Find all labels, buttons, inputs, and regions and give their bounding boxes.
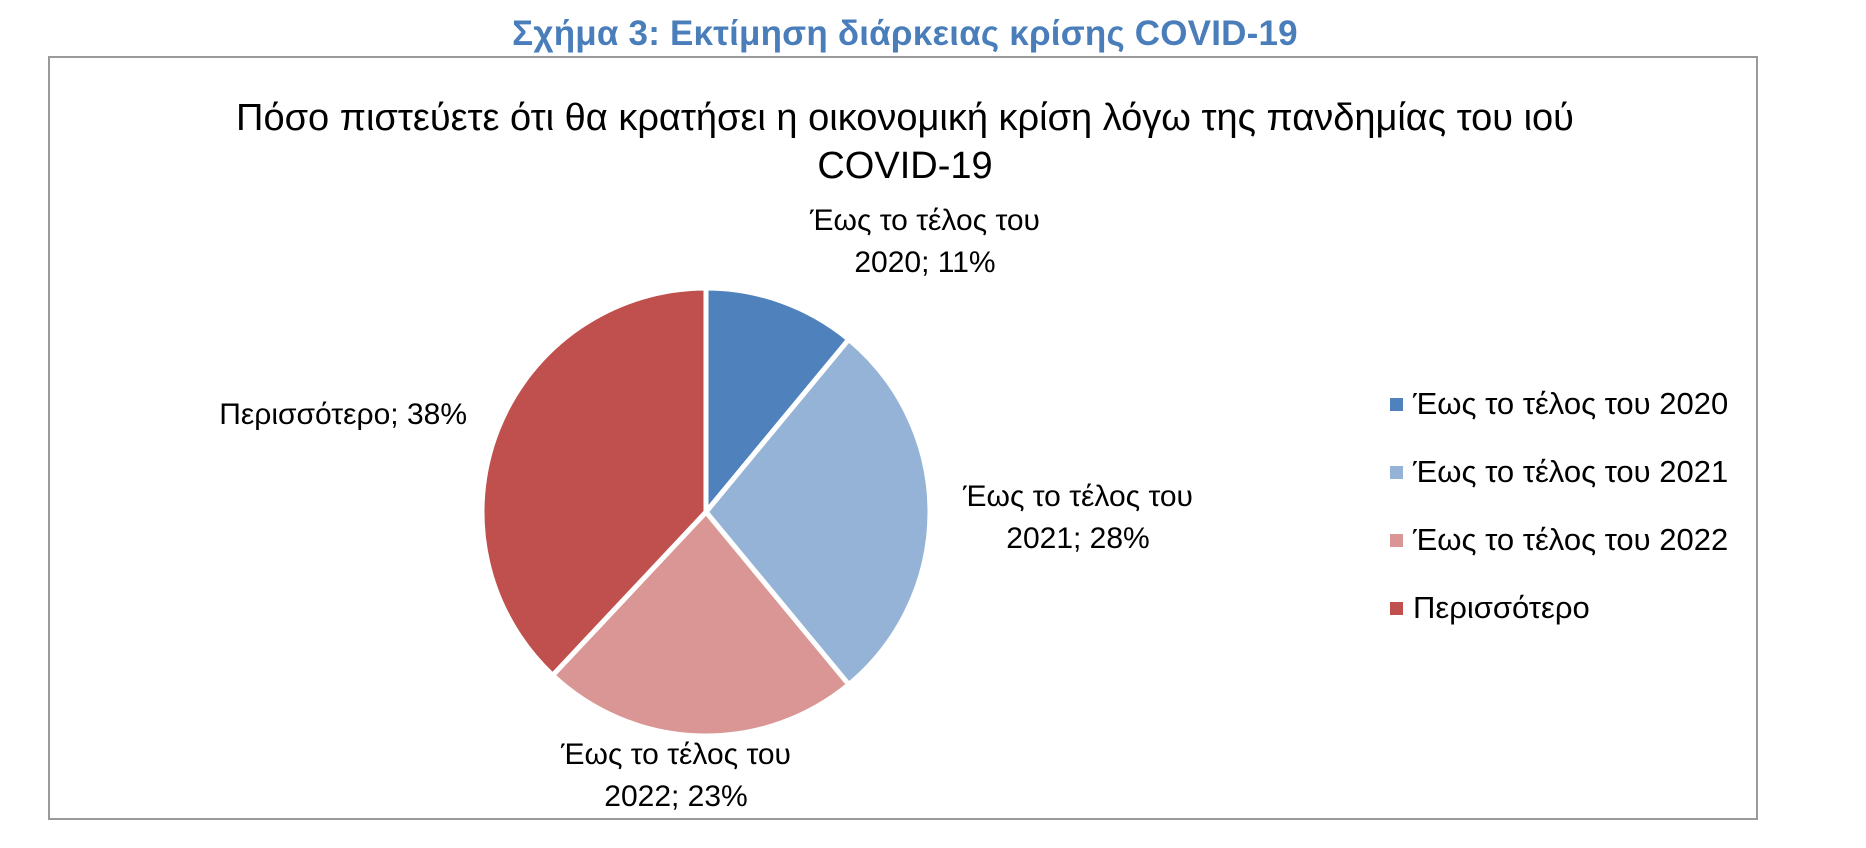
pie-slices	[479, 285, 933, 739]
pie-slice-2	[703, 336, 933, 688]
data-label-1: Έως το τέλος του 2020; 11%	[809, 204, 1040, 279]
data-label-4: Περισσότερο; 38%	[219, 398, 467, 431]
legend-label-1: Έως το τέλος του 2020	[1412, 386, 1728, 421]
figure-caption: Σχήμα 3: Εκτίμηση διάρκειας κρίσης COVID…	[512, 14, 1298, 53]
pie-slice-1	[703, 285, 852, 515]
pie-slice-3	[550, 509, 852, 739]
pie-data-labels: Έως το τέλος του 2020; 11% Έως το τέλος το…	[219, 204, 1193, 813]
legend-swatch-4	[1390, 602, 1403, 615]
data-label-2: Έως το τέλος του 2021; 28%	[962, 480, 1193, 555]
legend-swatch-2	[1390, 466, 1403, 479]
pie-slice-4	[479, 285, 709, 678]
chart-title-line-1: Πόσο πιστεύετε ότι θα κρατήσει η οικονομ…	[236, 97, 1574, 139]
legend-swatch-3	[1390, 534, 1403, 547]
legend-label-3: Έως το τέλος του 2022	[1412, 522, 1728, 557]
legend-label-4: Περισσότερο	[1413, 590, 1590, 625]
legend-swatch-1	[1390, 398, 1403, 411]
data-label-3: Έως το τέλος του 2022; 23%	[560, 738, 791, 813]
legend: Έως το τέλος του 2020 Έως το τέλος του 20…	[1390, 386, 1728, 625]
chart-title-line-2: COVID-19	[817, 145, 992, 187]
legend-label-2: Έως το τέλος του 2021	[1412, 454, 1728, 489]
